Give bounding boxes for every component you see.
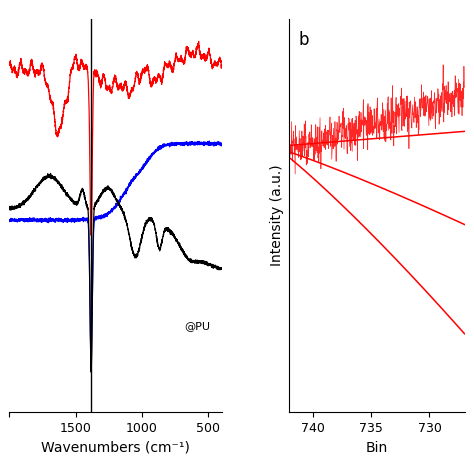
X-axis label: Wavenumbers (cm⁻¹): Wavenumbers (cm⁻¹) bbox=[41, 441, 190, 455]
Y-axis label: Intensity (a.u.): Intensity (a.u.) bbox=[270, 165, 284, 266]
Text: @PU: @PU bbox=[184, 321, 210, 331]
X-axis label: Bin: Bin bbox=[366, 441, 388, 455]
Text: b: b bbox=[298, 31, 309, 49]
